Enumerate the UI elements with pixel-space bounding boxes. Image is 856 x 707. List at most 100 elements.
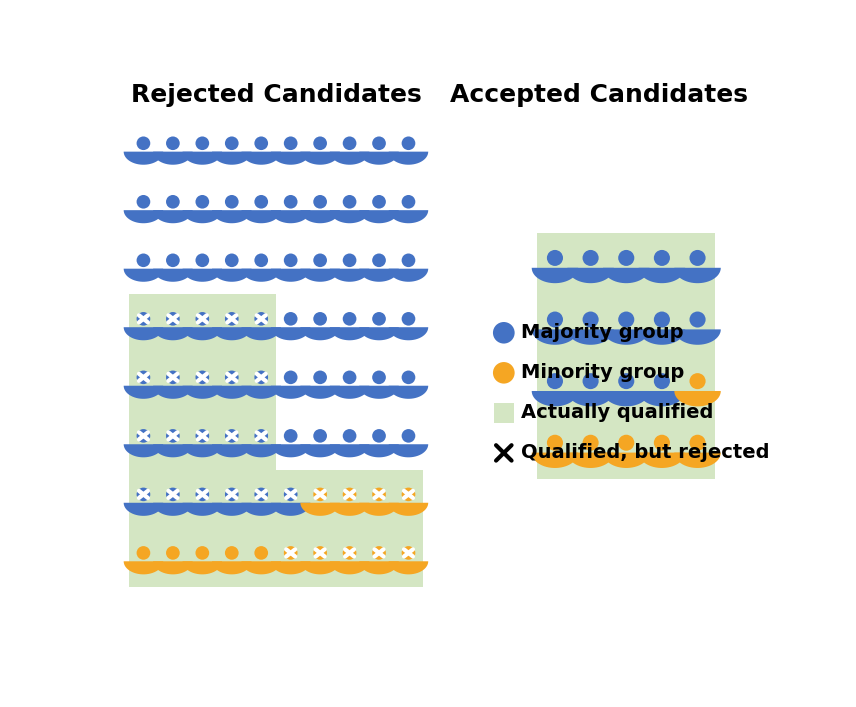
PathPatch shape xyxy=(330,503,369,516)
Circle shape xyxy=(137,195,151,209)
Circle shape xyxy=(166,195,180,209)
Circle shape xyxy=(689,373,705,389)
PathPatch shape xyxy=(300,269,340,282)
Circle shape xyxy=(372,370,386,384)
Circle shape xyxy=(195,254,209,267)
PathPatch shape xyxy=(123,503,163,516)
PathPatch shape xyxy=(603,452,650,468)
PathPatch shape xyxy=(532,329,578,345)
Circle shape xyxy=(195,429,209,443)
Circle shape xyxy=(225,370,239,384)
PathPatch shape xyxy=(389,269,428,282)
PathPatch shape xyxy=(330,386,369,399)
PathPatch shape xyxy=(532,452,578,468)
Circle shape xyxy=(547,373,563,389)
Circle shape xyxy=(372,312,386,326)
PathPatch shape xyxy=(182,561,222,574)
Circle shape xyxy=(583,435,598,451)
Circle shape xyxy=(342,429,356,443)
Circle shape xyxy=(547,312,563,327)
PathPatch shape xyxy=(241,327,281,340)
PathPatch shape xyxy=(212,327,252,340)
Circle shape xyxy=(166,370,180,384)
Circle shape xyxy=(137,370,151,384)
PathPatch shape xyxy=(675,268,721,284)
PathPatch shape xyxy=(568,391,614,407)
PathPatch shape xyxy=(182,210,222,223)
PathPatch shape xyxy=(212,151,252,165)
PathPatch shape xyxy=(300,503,340,516)
PathPatch shape xyxy=(123,444,163,457)
PathPatch shape xyxy=(153,327,193,340)
PathPatch shape xyxy=(182,386,222,399)
PathPatch shape xyxy=(675,329,721,345)
Circle shape xyxy=(618,312,634,327)
Circle shape xyxy=(689,250,705,266)
PathPatch shape xyxy=(360,210,399,223)
Circle shape xyxy=(284,195,298,209)
PathPatch shape xyxy=(153,269,193,282)
Circle shape xyxy=(137,429,151,443)
Circle shape xyxy=(225,546,239,560)
PathPatch shape xyxy=(182,151,222,165)
PathPatch shape xyxy=(389,327,428,340)
Circle shape xyxy=(195,370,209,384)
Bar xyxy=(276,470,423,587)
PathPatch shape xyxy=(241,151,281,165)
PathPatch shape xyxy=(300,561,340,574)
Circle shape xyxy=(225,312,239,326)
Circle shape xyxy=(313,429,327,443)
PathPatch shape xyxy=(360,269,399,282)
PathPatch shape xyxy=(675,452,721,468)
PathPatch shape xyxy=(389,444,428,457)
Circle shape xyxy=(372,429,386,443)
Circle shape xyxy=(166,254,180,267)
Circle shape xyxy=(254,312,268,326)
Circle shape xyxy=(166,312,180,326)
Circle shape xyxy=(342,488,356,501)
Circle shape xyxy=(195,136,209,150)
PathPatch shape xyxy=(330,327,369,340)
PathPatch shape xyxy=(212,269,252,282)
Bar xyxy=(128,294,276,587)
PathPatch shape xyxy=(123,327,163,340)
Circle shape xyxy=(372,195,386,209)
Circle shape xyxy=(284,488,298,501)
Circle shape xyxy=(618,373,634,389)
PathPatch shape xyxy=(182,444,222,457)
PathPatch shape xyxy=(300,327,340,340)
Circle shape xyxy=(654,312,670,327)
PathPatch shape xyxy=(270,210,311,223)
Circle shape xyxy=(137,546,151,560)
PathPatch shape xyxy=(360,444,399,457)
Circle shape xyxy=(401,312,415,326)
PathPatch shape xyxy=(532,391,578,407)
PathPatch shape xyxy=(330,210,369,223)
PathPatch shape xyxy=(300,210,340,223)
Bar xyxy=(537,233,716,479)
PathPatch shape xyxy=(639,329,685,345)
PathPatch shape xyxy=(568,329,614,345)
Circle shape xyxy=(401,488,415,501)
PathPatch shape xyxy=(182,269,222,282)
Circle shape xyxy=(618,435,634,451)
Circle shape xyxy=(342,546,356,560)
Text: Actually qualified: Actually qualified xyxy=(520,404,713,422)
PathPatch shape xyxy=(360,327,399,340)
Circle shape xyxy=(254,429,268,443)
Circle shape xyxy=(372,254,386,267)
Circle shape xyxy=(342,136,356,150)
Circle shape xyxy=(689,312,705,327)
PathPatch shape xyxy=(153,561,193,574)
PathPatch shape xyxy=(389,503,428,516)
Circle shape xyxy=(313,254,327,267)
PathPatch shape xyxy=(270,327,311,340)
PathPatch shape xyxy=(123,386,163,399)
PathPatch shape xyxy=(270,269,311,282)
PathPatch shape xyxy=(360,386,399,399)
Circle shape xyxy=(401,370,415,384)
Circle shape xyxy=(583,373,598,389)
PathPatch shape xyxy=(532,268,578,284)
PathPatch shape xyxy=(241,444,281,457)
Circle shape xyxy=(166,488,180,501)
